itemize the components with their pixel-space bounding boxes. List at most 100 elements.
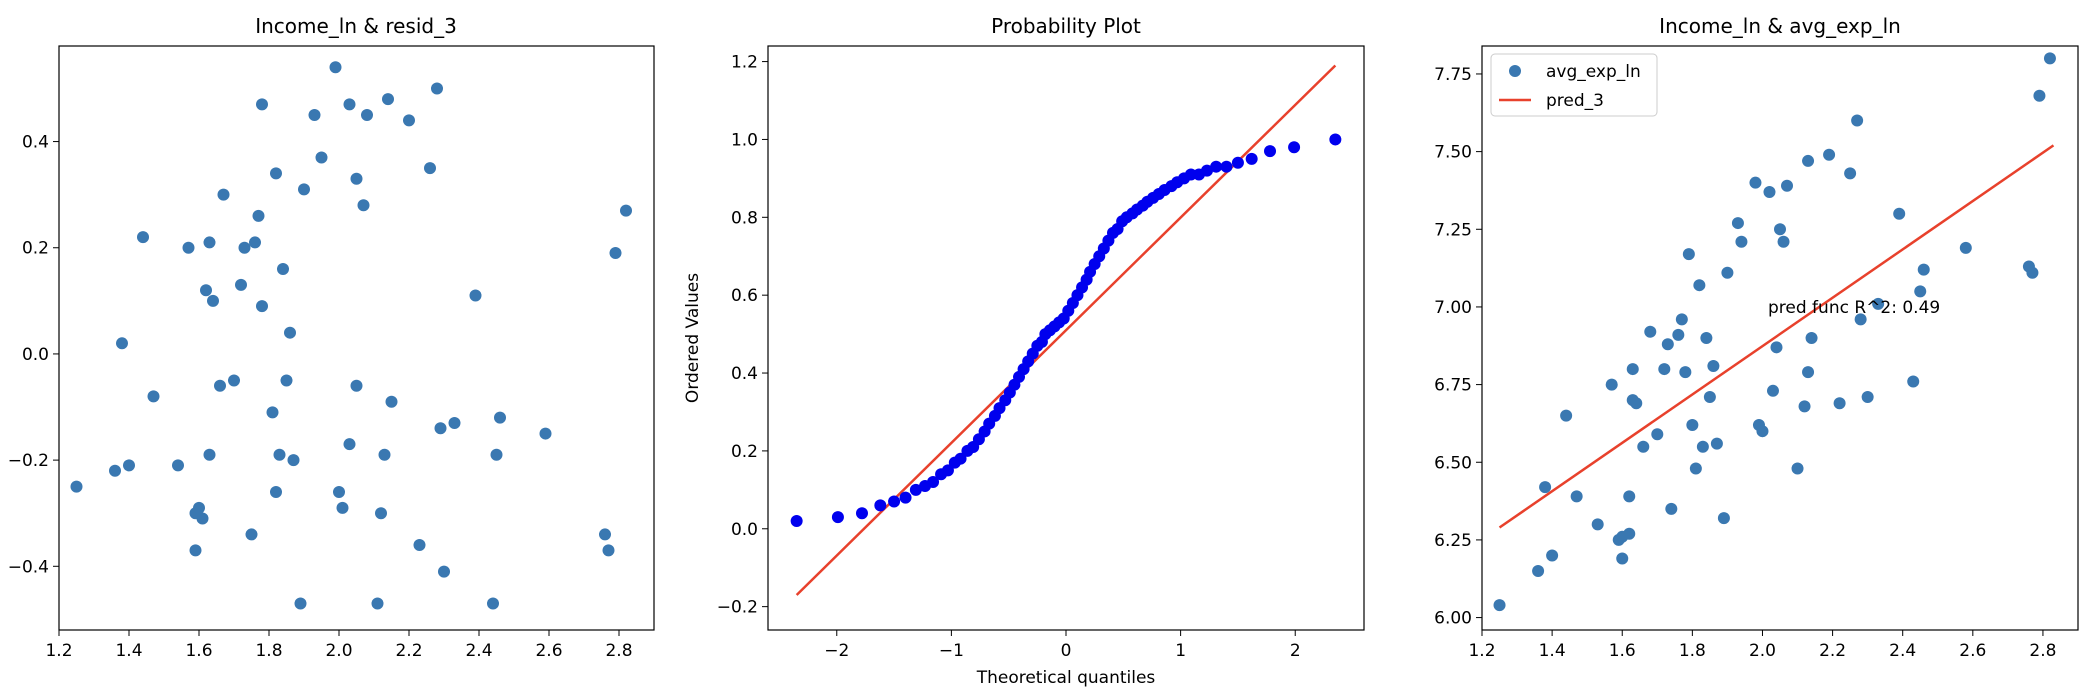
y-tick-label: 0.0 (731, 520, 758, 540)
data-point (1546, 549, 1559, 562)
x-tick-label: 0 (1061, 641, 1072, 661)
data-point (1560, 409, 1573, 422)
data-point (245, 528, 258, 541)
residual-scatter-panel: Income_ln & resid_3 1.2 1.4 1.6 1.8 2.0 2.2 2.… (8, 14, 655, 661)
chart-title: Income_ln & avg_exp_ln (1659, 14, 1901, 38)
data-point (357, 199, 370, 212)
data-point (172, 459, 184, 472)
data-point (403, 114, 415, 127)
data-point (2026, 266, 2039, 279)
data-point (266, 406, 279, 419)
data-point (874, 499, 887, 512)
data-point (790, 514, 803, 527)
data-point (1703, 391, 1716, 404)
data-point (431, 82, 443, 95)
data-point (203, 236, 216, 249)
data-point (1774, 223, 1786, 236)
x-tick-label: 1.6 (1609, 641, 1636, 661)
data-point (147, 390, 160, 403)
data-point (343, 438, 356, 451)
data-point (1661, 338, 1674, 351)
data-point (1766, 384, 1779, 397)
y-tick-label: 6.75 (1434, 376, 1472, 396)
data-point (1833, 397, 1846, 410)
data-point (1245, 152, 1258, 165)
data-point (1917, 263, 1930, 276)
data-point (252, 209, 265, 222)
r-squared-annotation: pred func R^2: 0.49 (1768, 298, 1940, 318)
data-point (1844, 167, 1857, 180)
data-point (1686, 418, 1699, 431)
data-point (1672, 328, 1685, 341)
data-point (539, 427, 552, 440)
data-point (1854, 313, 1867, 326)
data-point (1777, 235, 1790, 248)
fit-line (795, 64, 1337, 596)
data-point (1264, 145, 1277, 158)
data-point (1637, 440, 1650, 453)
data-point (350, 172, 363, 185)
data-point (599, 528, 611, 541)
data-point (1288, 141, 1301, 154)
data-point (375, 507, 387, 520)
data-point (1756, 425, 1769, 438)
data-point (448, 416, 461, 429)
y-tick-label: −0.2 (8, 451, 49, 471)
data-point (855, 507, 868, 520)
data-point (1710, 437, 1723, 450)
data-point (1907, 375, 1920, 388)
data-point (329, 61, 342, 74)
data-point (361, 109, 373, 122)
data-point (294, 597, 307, 610)
axes-frame (767, 45, 1365, 631)
data-point (182, 241, 195, 254)
data-point (1532, 564, 1545, 577)
data-point (1200, 164, 1213, 177)
data-point (214, 379, 226, 392)
scatter-points (70, 61, 632, 610)
data-point (927, 476, 940, 489)
data-point (1802, 154, 1815, 167)
legend-label-line: pred_3 (1546, 91, 1604, 111)
data-point (1872, 297, 1885, 310)
data-point (249, 236, 261, 249)
data-point (235, 278, 247, 291)
data-point (1623, 490, 1636, 503)
data-point (1914, 285, 1927, 298)
data-point (343, 98, 356, 111)
y-tick-label: 7.25 (1434, 220, 1472, 240)
x-tick-label: 1 (1175, 641, 1186, 661)
x-axis-label: Theoretical quantiles (976, 668, 1156, 688)
x-tick-label: −2 (824, 641, 849, 661)
data-point (888, 495, 901, 508)
data-point (1735, 235, 1748, 248)
data-point (1626, 363, 1639, 376)
y-tick-label: 6.50 (1434, 453, 1472, 473)
x-tick-label: 1.2 (1468, 641, 1495, 661)
y-tick-label: −0.4 (8, 557, 49, 577)
data-point (1644, 325, 1657, 338)
fit-line-group (795, 64, 1337, 596)
x-tick-label: 2.0 (1749, 641, 1776, 661)
data-point (954, 452, 967, 465)
data-point (207, 294, 219, 307)
data-point (1700, 332, 1713, 344)
probability-plot-panel: Probability Plot −2 −1 0 1 2 −0.2 0.0 0.2 0.4 0.… (683, 14, 1365, 688)
data-point (424, 162, 436, 175)
y-tick-label: 6.25 (1434, 531, 1472, 551)
data-point (1570, 490, 1583, 503)
data-point (277, 262, 289, 275)
y-axis-label: Ordered Values (683, 273, 703, 403)
y-tick-label: 7.50 (1434, 143, 1472, 163)
data-point (371, 597, 384, 610)
x-tick-label: 1.8 (1679, 641, 1706, 661)
y-tick-label: 0.8 (731, 208, 758, 228)
data-point (193, 501, 205, 514)
data-point (1781, 179, 1794, 192)
chart-title: Probability Plot (991, 14, 1141, 38)
data-point (382, 93, 394, 106)
y-tick-label: 0.2 (731, 442, 758, 462)
fit-line-group (1498, 144, 2055, 529)
y-tick-label: 1.2 (731, 53, 758, 73)
